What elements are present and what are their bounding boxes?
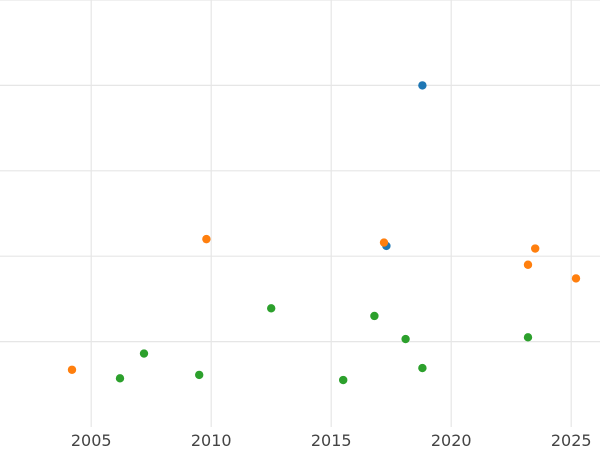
data-point-series-2-6: [571, 274, 581, 283]
x-axis-tick-labels: 2005 2010 2015 2020 2025: [71, 431, 592, 450]
data-point-series-3-7: [401, 334, 410, 344]
data-point-series-3-4: [267, 304, 276, 313]
x-tick-label-2025: 2025: [551, 431, 592, 450]
data-point-series-3-5: [339, 375, 348, 385]
data-point-series-3-9: [523, 333, 533, 342]
data-point-series-3-2: [139, 349, 149, 358]
x-tick-label-2015: 2015: [311, 431, 352, 450]
data-point-series-1-1: [418, 81, 427, 90]
data-point-series-2-1: [67, 365, 77, 374]
data-point-series-3-1: [115, 374, 125, 383]
x-tick-label-2010: 2010: [191, 431, 232, 450]
data-point-series-2-5: [531, 244, 540, 253]
data-point-series-3-8: [418, 363, 427, 373]
x-tick-label-2020: 2020: [431, 431, 472, 450]
data-point-series-3-3: [195, 370, 204, 380]
chart-grid: [0, 0, 600, 427]
x-tick-label-2005: 2005: [71, 431, 112, 450]
data-point-series-2-2: [202, 234, 211, 244]
data-point-series-2-3: [379, 238, 389, 247]
data-point-series-2-4: [523, 260, 533, 269]
data-point-series-3-6: [370, 311, 379, 321]
chart-points: [67, 81, 581, 385]
